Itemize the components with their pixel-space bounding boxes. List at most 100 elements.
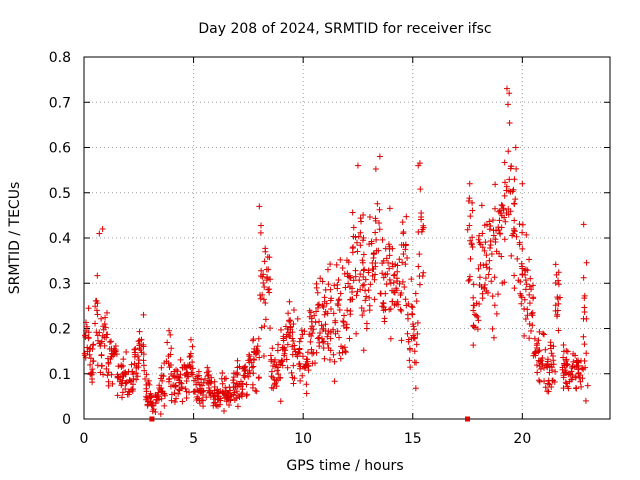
data-point	[552, 302, 559, 309]
data-point	[563, 369, 570, 376]
data-point	[339, 265, 346, 272]
data-point	[584, 382, 591, 389]
data-point	[411, 326, 418, 333]
data-point	[519, 180, 526, 187]
data-point	[153, 394, 160, 401]
data-point	[171, 399, 178, 406]
data-point	[321, 355, 328, 362]
data-point	[331, 358, 338, 365]
data-point	[394, 262, 401, 269]
data-point	[502, 218, 509, 225]
data-point	[241, 374, 248, 381]
y-tick-label: 0.3	[49, 276, 71, 292]
data-point	[539, 354, 546, 361]
data-point	[503, 209, 510, 216]
data-point	[254, 343, 261, 350]
data-point	[303, 356, 310, 363]
data-point	[554, 311, 561, 318]
data-point	[278, 357, 285, 364]
data-point	[357, 271, 364, 278]
data-point	[535, 348, 542, 355]
data-point	[564, 348, 571, 355]
data-point	[288, 369, 295, 376]
data-point	[83, 323, 90, 330]
data-point	[284, 364, 291, 371]
data-point	[273, 383, 280, 390]
data-point	[289, 329, 296, 336]
data-point	[183, 388, 190, 395]
data-point	[409, 311, 416, 318]
data-point	[143, 385, 150, 392]
data-point	[299, 331, 306, 338]
data-point	[372, 215, 379, 222]
data-point	[508, 163, 515, 170]
data-point	[413, 359, 420, 366]
data-point	[89, 358, 96, 365]
data-point	[396, 256, 403, 263]
data-point	[498, 201, 505, 208]
data-point	[284, 341, 291, 348]
data-point	[295, 361, 302, 368]
data-point	[467, 255, 474, 262]
data-point	[408, 303, 415, 310]
data-point	[490, 232, 497, 239]
data-point	[303, 390, 310, 397]
data-point	[291, 375, 298, 382]
data-point	[560, 385, 567, 392]
data-point	[479, 230, 486, 237]
data-point	[531, 335, 538, 342]
data-point	[468, 240, 475, 247]
data-point	[360, 234, 367, 241]
data-point	[572, 385, 579, 392]
data-point	[360, 273, 367, 280]
data-point	[529, 322, 536, 329]
data-point	[174, 368, 181, 375]
data-point	[580, 221, 587, 228]
data-point	[496, 230, 503, 237]
data-point	[200, 387, 207, 394]
data-point	[234, 364, 241, 371]
data-point	[135, 353, 142, 360]
data-point	[482, 239, 489, 246]
data-point	[334, 328, 341, 335]
data-point	[412, 385, 419, 392]
data-point	[563, 362, 570, 369]
data-point	[541, 378, 548, 385]
data-point	[521, 332, 528, 339]
data-point	[535, 357, 542, 364]
data-point	[365, 267, 372, 274]
data-point	[389, 298, 396, 305]
data-point	[187, 352, 194, 359]
data-point	[359, 312, 366, 319]
data-point	[114, 392, 121, 399]
data-point	[233, 388, 240, 395]
data-point	[333, 261, 340, 268]
data-point	[261, 258, 268, 265]
data-point	[182, 385, 189, 392]
data-point	[535, 377, 542, 384]
data-point	[358, 304, 365, 311]
data-point	[566, 370, 573, 377]
data-point	[504, 101, 511, 108]
data-point	[386, 265, 393, 272]
data-point	[555, 281, 562, 288]
data-point	[296, 346, 303, 353]
data-point	[548, 383, 555, 390]
data-point	[296, 350, 303, 357]
data-point	[492, 238, 499, 245]
data-point	[414, 330, 421, 337]
data-points	[81, 85, 591, 422]
data-point	[241, 364, 248, 371]
data-point	[158, 395, 165, 402]
data-point	[330, 326, 337, 333]
x-tick-label: 20	[513, 431, 531, 447]
data-point	[147, 390, 154, 397]
data-point	[100, 323, 107, 330]
data-point	[85, 329, 92, 336]
data-point	[313, 308, 320, 315]
data-point	[307, 338, 314, 345]
data-point	[294, 315, 301, 322]
data-point	[94, 332, 101, 339]
data-point	[487, 242, 494, 249]
data-point	[337, 355, 344, 362]
